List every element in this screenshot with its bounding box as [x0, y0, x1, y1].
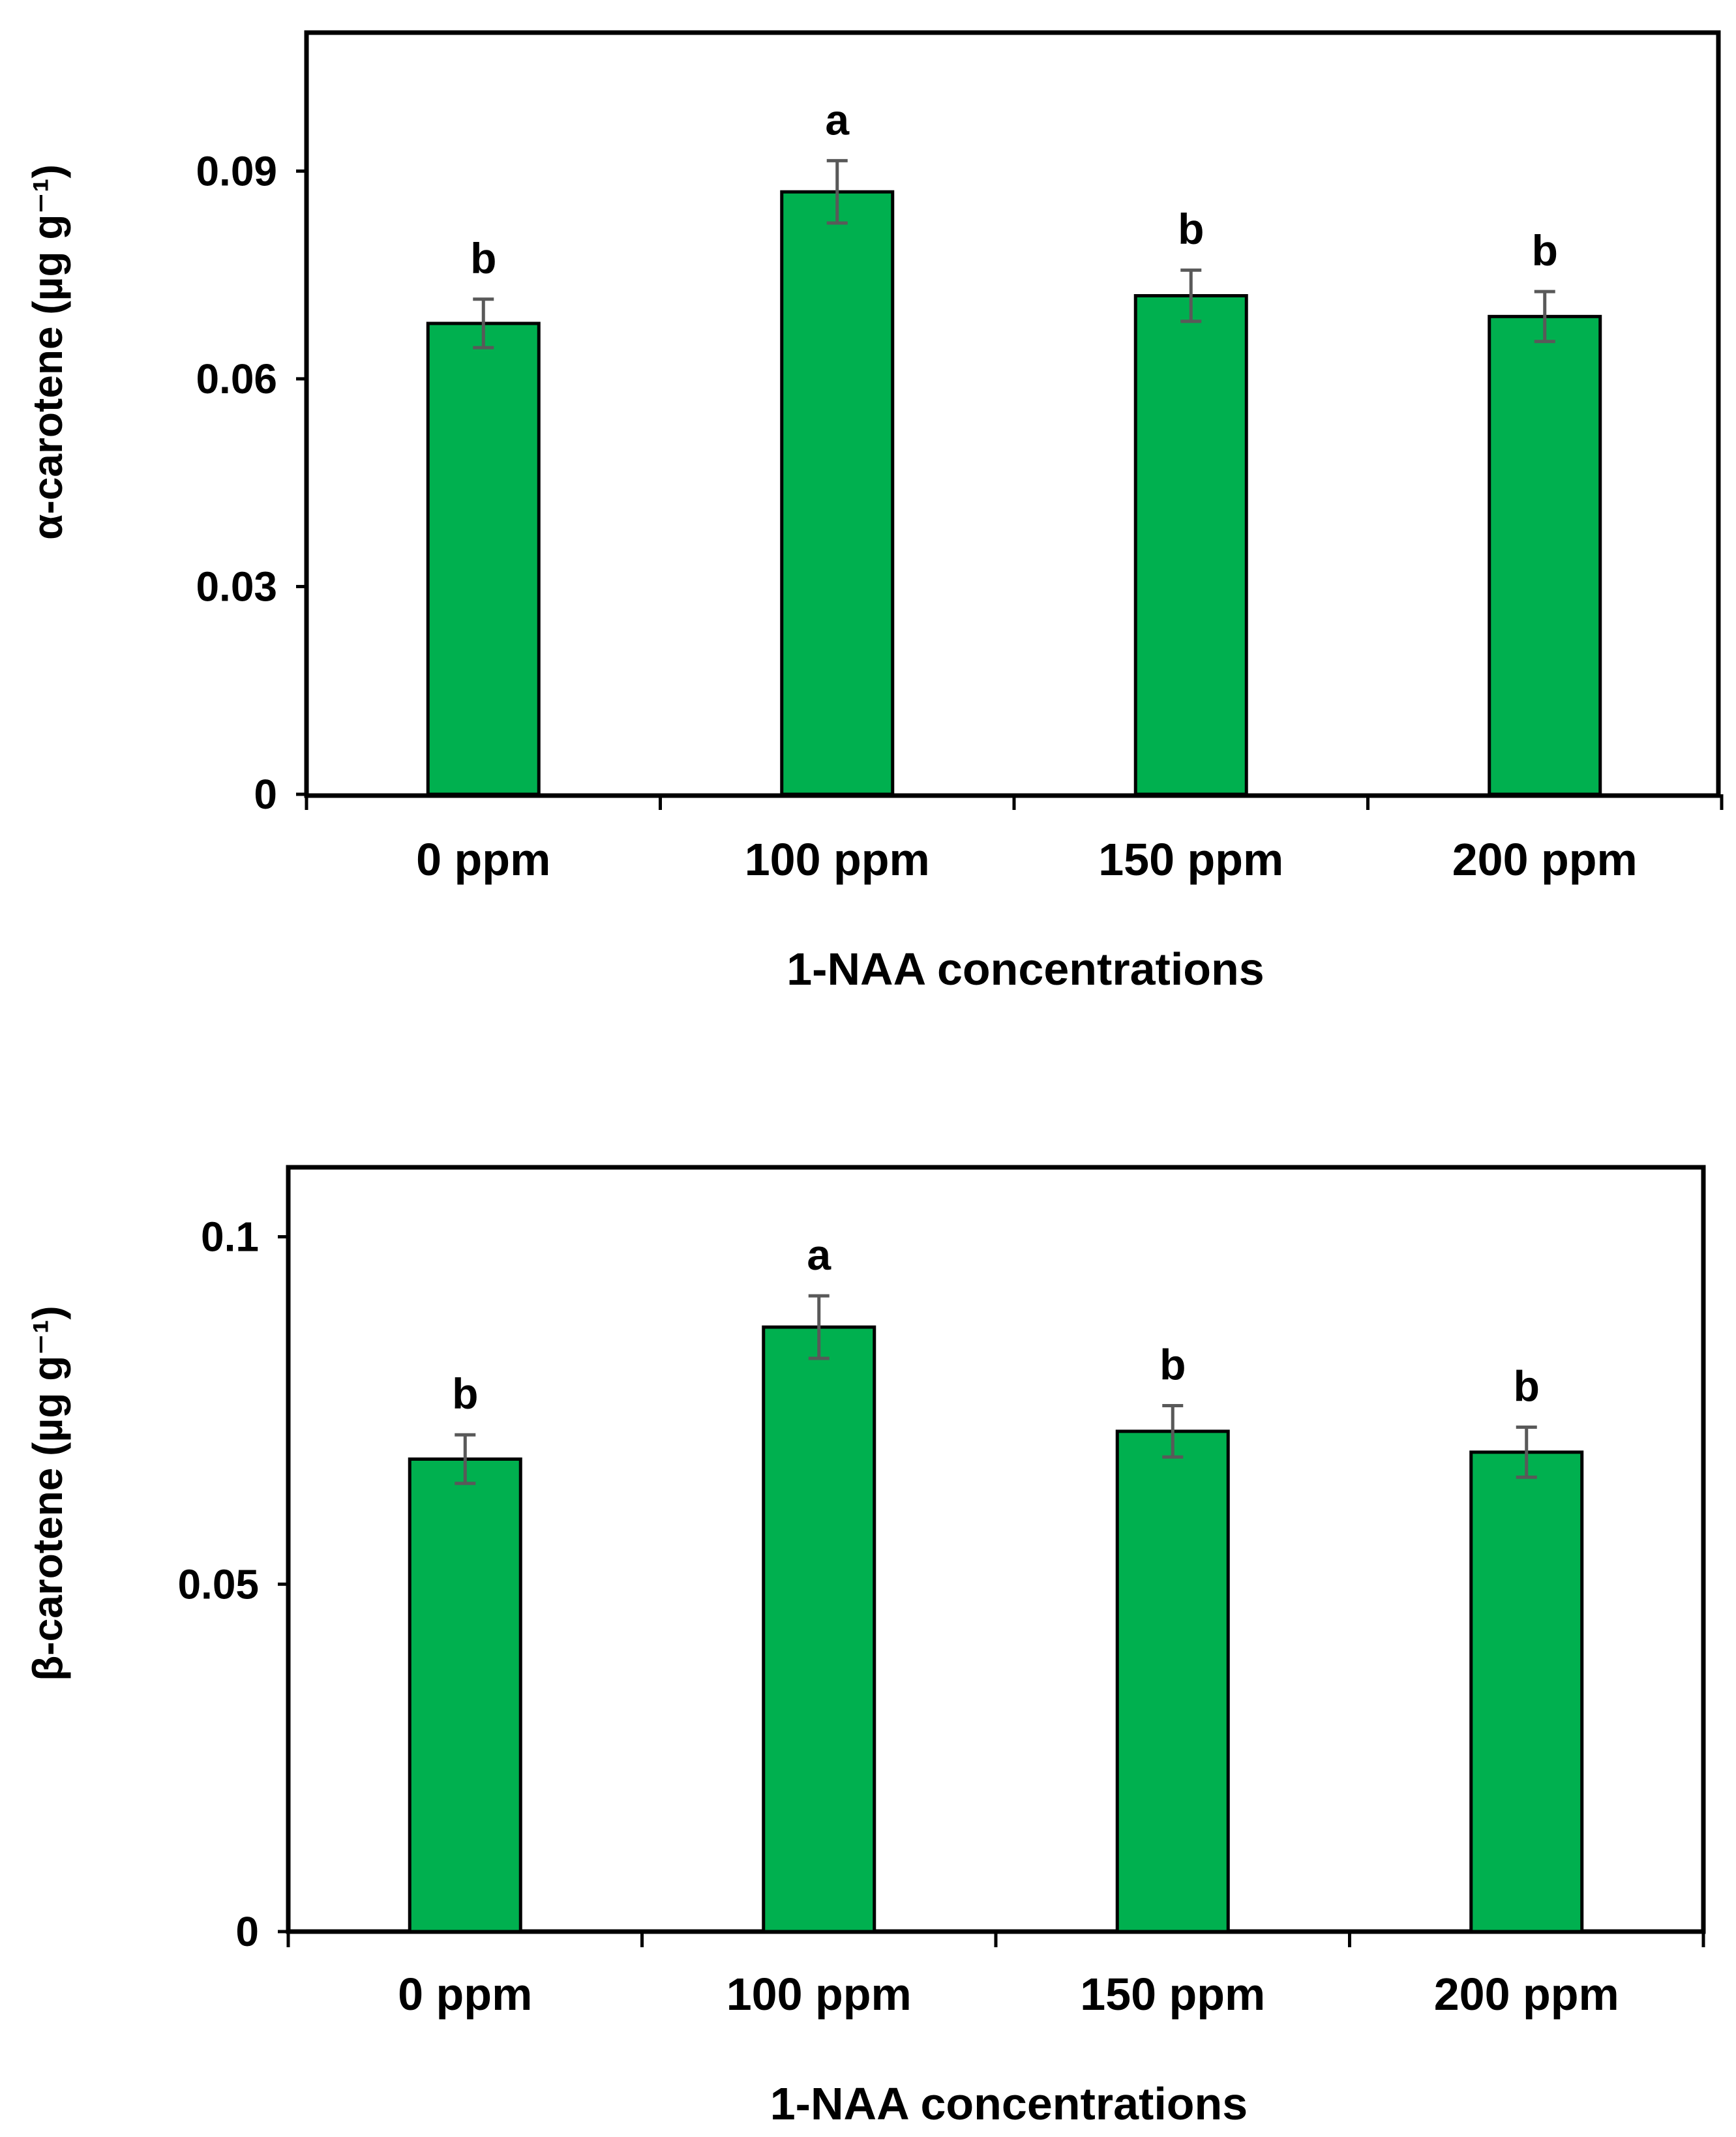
y-tick-label: 0 [254, 771, 277, 818]
y-axis-title: α-carotene (µg g⁻¹) [24, 164, 71, 540]
bar-2 [762, 1325, 876, 1934]
chart-panel-2: 0 0.05 0.1 b 0 ppm a 100 ppm b 150 ppm b 200 ppm 1-… [24, 1165, 1706, 2129]
y-tick-label: 0.09 [196, 147, 277, 194]
significance-letter: a [825, 95, 850, 143]
bar-4 [1488, 314, 1602, 796]
category-label: 150 ppm [1080, 1969, 1265, 2020]
x-axis-title: 1-NAA concentrations [786, 944, 1265, 994]
category-label: 150 ppm [1098, 834, 1283, 885]
significance-letter: b [1532, 226, 1558, 275]
significance-letter: b [1514, 1362, 1540, 1410]
significance-letter: b [1160, 1340, 1186, 1388]
category-label: 0 ppm [398, 1969, 532, 2020]
y-tick-label: 0.05 [177, 1561, 259, 1607]
category-label: 200 ppm [1452, 834, 1638, 885]
significance-letter: b [452, 1369, 478, 1418]
category-label: 100 ppm [726, 1969, 912, 2020]
y-tick-label: 0 [235, 1908, 259, 1955]
category-label: 100 ppm [745, 834, 930, 885]
significance-letter: b [470, 234, 496, 282]
bar-3 [1115, 1429, 1230, 1934]
y-axis-title: β-carotene (µg g⁻¹) [24, 1306, 71, 1681]
bar-1 [408, 1457, 522, 1934]
significance-letter: b [1178, 205, 1204, 253]
bar-1 [426, 321, 541, 796]
y-tick-label: 0.1 [201, 1214, 259, 1261]
bar-4 [1469, 1450, 1584, 1934]
bar-2 [780, 190, 895, 796]
category-label: 200 ppm [1434, 1969, 1619, 2020]
significance-letter: a [807, 1231, 831, 1279]
bar-3 [1133, 293, 1248, 796]
chart-panel-1: 0 0.03 0.06 0.09 b 0 ppm a 100 ppm b 150 ppm b 200 … [24, 30, 1724, 994]
y-tick-label: 0.06 [196, 355, 277, 402]
category-label: 0 ppm [416, 834, 550, 885]
y-tick-label: 0.03 [196, 563, 277, 610]
x-axis-title: 1-NAA concentrations [770, 2078, 1248, 2129]
